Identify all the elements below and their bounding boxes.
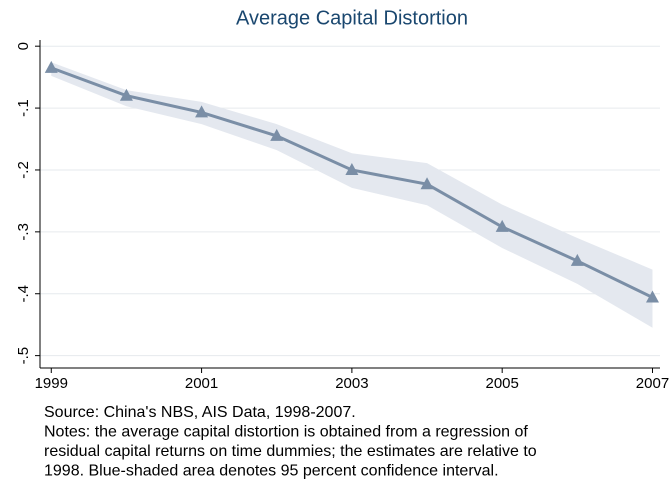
x-tick-label: 1999 bbox=[35, 375, 68, 392]
y-tick-label: 0 bbox=[15, 42, 32, 50]
y-tick-label: -.1 bbox=[15, 99, 32, 117]
y-tick-label: -.3 bbox=[15, 223, 32, 241]
y-tick-label: -.4 bbox=[15, 285, 32, 303]
marker bbox=[570, 253, 584, 266]
marker bbox=[195, 105, 209, 118]
y-tick-label: -.5 bbox=[15, 347, 32, 365]
x-tick-label: 2005 bbox=[485, 375, 518, 392]
marker bbox=[345, 162, 359, 175]
note: residual capital returns on time dummies… bbox=[44, 443, 537, 460]
confidence-band bbox=[51, 62, 653, 328]
note: Source: China's NBS, AIS Data, 1998-2007… bbox=[44, 404, 356, 421]
marker bbox=[119, 88, 133, 101]
chart-title: Average Capital Distortion bbox=[236, 7, 468, 29]
marker bbox=[495, 219, 509, 232]
marker bbox=[270, 128, 284, 141]
x-tick-label: 2001 bbox=[185, 375, 218, 392]
note: 1998. Blue-shaded area denotes 95 percen… bbox=[44, 463, 499, 480]
x-tick-label: 2003 bbox=[335, 375, 368, 392]
x-tick-label: 2007 bbox=[636, 375, 669, 392]
marker bbox=[44, 60, 58, 73]
note: Notes: the average capital distortion is… bbox=[44, 424, 528, 441]
marker bbox=[645, 290, 659, 303]
y-tick-label: -.2 bbox=[15, 161, 32, 179]
marker bbox=[420, 177, 434, 190]
